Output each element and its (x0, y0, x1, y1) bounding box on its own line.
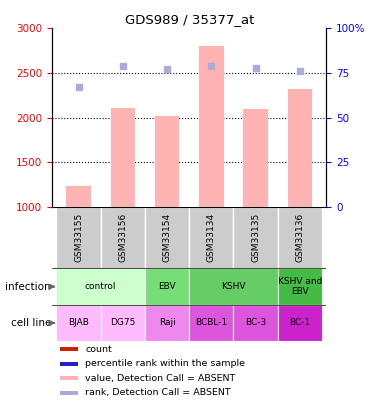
Text: BCBL-1: BCBL-1 (195, 318, 227, 327)
Bar (199, 46, 224, 207)
Text: infection: infection (6, 281, 51, 292)
Bar (145, 269, 189, 305)
Text: GSM33136: GSM33136 (295, 213, 305, 262)
Bar (60, 391, 78, 394)
Bar (278, 269, 322, 305)
Text: rank, Detection Call = ABSENT: rank, Detection Call = ABSENT (85, 388, 231, 397)
Bar (145, 305, 189, 341)
Bar (111, 108, 135, 207)
Text: count: count (85, 345, 112, 354)
Bar (60, 347, 78, 351)
Bar (233, 305, 278, 341)
Text: GSM33135: GSM33135 (251, 213, 260, 262)
Text: percentile rank within the sample: percentile rank within the sample (85, 359, 245, 368)
Bar (189, 269, 278, 305)
Bar (278, 207, 322, 269)
Text: GSM33155: GSM33155 (74, 213, 83, 262)
Text: cell line: cell line (11, 318, 51, 328)
Text: value, Detection Call = ABSENT: value, Detection Call = ABSENT (85, 374, 236, 383)
Text: BC-1: BC-1 (289, 318, 311, 327)
Text: KSHV and
EBV: KSHV and EBV (278, 277, 322, 296)
Bar (56, 207, 101, 269)
Bar (278, 305, 322, 341)
Bar (145, 207, 189, 269)
Text: DG75: DG75 (110, 318, 135, 327)
Bar (233, 207, 278, 269)
Text: GSM33154: GSM33154 (162, 213, 171, 262)
Bar (189, 207, 233, 269)
Bar (101, 207, 145, 269)
Bar (101, 305, 145, 341)
Bar (60, 377, 78, 380)
Bar (288, 89, 312, 207)
Bar (56, 305, 101, 341)
Bar (60, 362, 78, 366)
Bar (243, 109, 268, 207)
Text: control: control (85, 282, 116, 291)
Text: Raji: Raji (159, 318, 175, 327)
Bar (66, 186, 91, 207)
Text: GSM33156: GSM33156 (118, 213, 127, 262)
Bar (155, 116, 179, 207)
Text: GSM33134: GSM33134 (207, 213, 216, 262)
Bar (189, 305, 233, 341)
Text: BJAB: BJAB (68, 318, 89, 327)
Bar (56, 269, 145, 305)
Text: BC-3: BC-3 (245, 318, 266, 327)
Text: EBV: EBV (158, 282, 176, 291)
Title: GDS989 / 35377_at: GDS989 / 35377_at (125, 13, 254, 26)
Text: KSHV: KSHV (221, 282, 246, 291)
